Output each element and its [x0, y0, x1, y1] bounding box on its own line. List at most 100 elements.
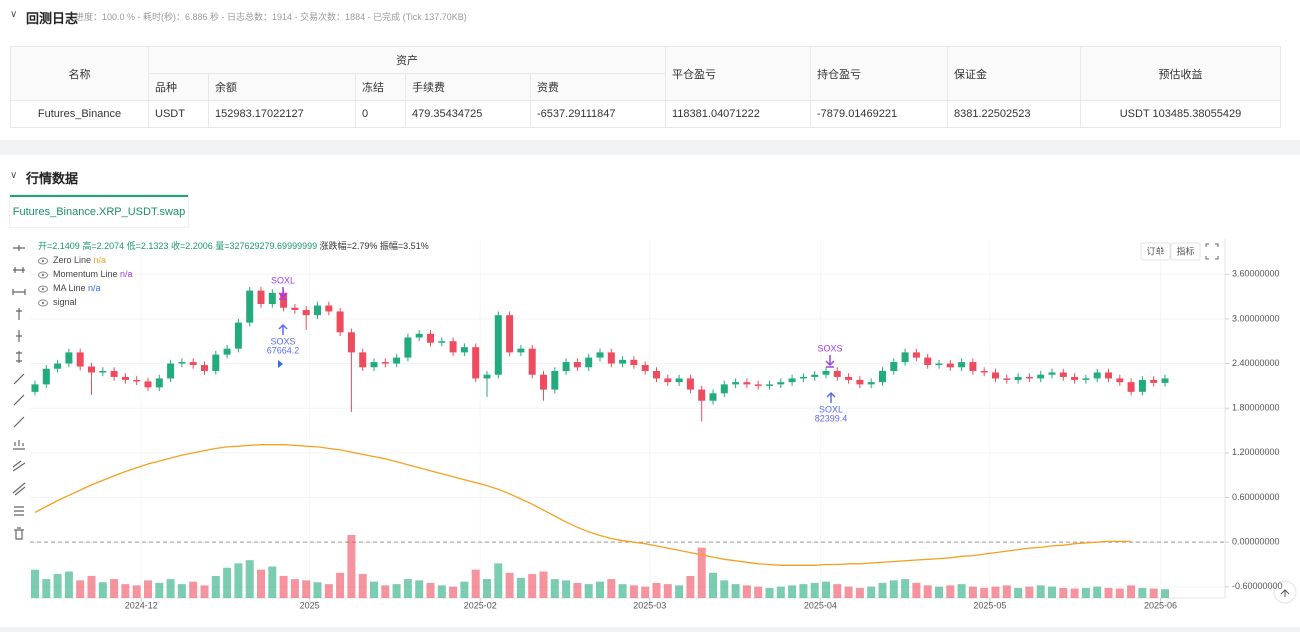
candle-body: [1025, 376, 1033, 379]
tool-icon[interactable]: [14, 527, 24, 540]
candle-body: [777, 382, 785, 385]
volume-bar: [675, 585, 684, 598]
candle-body: [212, 354, 220, 371]
legend-eye[interactable]: [38, 299, 48, 307]
candle-body: [845, 376, 853, 380]
volume-bar: [64, 571, 73, 598]
volume-bar: [76, 580, 85, 598]
volume-bar: [889, 580, 898, 598]
candle-body: [596, 352, 604, 358]
status-text: 进度：100.0 % - 耗时(秒)：6.886 秒 - 日志总数：1914 -…: [75, 12, 467, 22]
button-label[interactable]: 指标: [1176, 245, 1194, 256]
volume-bar: [1149, 588, 1158, 598]
collapse-icon[interactable]: ∨: [10, 9, 18, 20]
candle-body: [788, 378, 796, 383]
volume-bar: [1070, 588, 1079, 598]
tool-icon[interactable]: [12, 482, 26, 496]
tool-icon[interactable]: [16, 308, 22, 320]
td: -6537.29111847: [530, 100, 666, 128]
tool-icon[interactable]: [12, 289, 26, 295]
volume-bar: [946, 585, 955, 598]
candle-body: [924, 357, 932, 366]
backtest-section: ∨ 回测日志 进度：100.0 % - 耗时(秒)：6.886 秒 - 日志总数…: [0, 0, 1300, 140]
legend-status: n/a: [88, 283, 101, 293]
tool-icon[interactable]: [13, 267, 25, 273]
tool-icon[interactable]: [16, 351, 22, 363]
candle-body: [958, 362, 966, 368]
button-frame[interactable]: [1170, 242, 1201, 261]
td: 152983.17022127: [208, 100, 356, 128]
volume-bar: [1115, 588, 1124, 598]
td: -7879.01469221: [810, 100, 948, 128]
volume-bar: [799, 584, 808, 598]
tool-icon[interactable]: [13, 373, 25, 385]
candle-body: [562, 362, 570, 371]
volume-bar: [720, 580, 729, 598]
volume-bar: [483, 579, 491, 598]
th: 名称: [10, 46, 149, 101]
tool-icon[interactable]: [13, 245, 25, 251]
legend-eye[interactable]: [38, 285, 48, 293]
y-tick-label: 0.00000000: [1232, 537, 1280, 547]
legend-entry: signal: [53, 297, 77, 307]
tool-icon[interactable]: [13, 416, 25, 428]
expand-icon[interactable]: [1205, 243, 1219, 260]
signal-label: SOXS: [270, 336, 295, 346]
tool-icon[interactable]: [13, 440, 25, 450]
volume-bar: [200, 585, 209, 598]
volume-bar: [110, 579, 119, 598]
volume-bar: [1025, 586, 1034, 598]
volume-bar: [98, 582, 107, 598]
volume-bar: [177, 584, 186, 598]
candle-body: [336, 311, 344, 333]
tool-icon[interactable]: [13, 394, 25, 406]
volume-bar: [1127, 585, 1136, 598]
th: 持仓盈亏: [810, 46, 948, 101]
th: 平仓盈亏: [665, 46, 811, 101]
candle-body: [1105, 372, 1112, 379]
candle-body: [1093, 372, 1101, 379]
asset-table: 名称 资产 平仓盈亏 持仓盈亏 保证金 预估收益 品种 余额 冻结 手续费 资费…: [10, 46, 1281, 128]
candle-body: [856, 379, 864, 385]
candle-body: [472, 347, 480, 379]
button-label[interactable]: 订单: [1146, 245, 1164, 256]
candle-body: [811, 374, 819, 377]
volume-bar: [505, 572, 514, 598]
candle-body: [268, 292, 276, 305]
button-frame[interactable]: [1140, 242, 1171, 261]
td: 8381.22502523: [947, 100, 1081, 128]
volume-bar: [516, 577, 525, 598]
ohlc-item: 涨跌幅=2.79%: [320, 240, 378, 251]
signal-amount: 82399.4: [815, 413, 848, 423]
collapse-icon[interactable]: ∨: [10, 170, 18, 181]
volume-bar: [573, 582, 582, 598]
volume-bar: [121, 584, 130, 598]
candle-body: [449, 341, 457, 353]
candle-body: [754, 384, 762, 386]
candle-body: [766, 384, 773, 386]
tool-icon[interactable]: [14, 506, 24, 516]
volume-bar: [731, 584, 740, 598]
candle-body: [381, 362, 389, 364]
volume-bar: [381, 585, 390, 598]
candle-body: [325, 305, 333, 312]
tool-icon[interactable]: [16, 330, 22, 342]
ohlc-item: 低=2.1323: [127, 240, 169, 251]
candle-body: [901, 352, 909, 363]
candle-body: [302, 309, 310, 316]
candle-body: [799, 376, 807, 379]
volume-bar: [189, 581, 198, 598]
legend-eye[interactable]: [38, 257, 48, 265]
volume-bar: [234, 563, 243, 598]
candle-body: [76, 352, 84, 367]
volume-bar: [697, 547, 706, 598]
td: USDT 103485.38055429: [1080, 100, 1281, 128]
tool-icon[interactable]: [12, 460, 26, 472]
volume-bar: [1093, 586, 1102, 598]
legend-eye[interactable]: [38, 271, 48, 279]
x-tick-label: 2025: [300, 600, 320, 610]
candle-body: [1003, 378, 1011, 380]
symbol-tab[interactable]: Futures_Binance.XRP_USDT.swap: [10, 195, 188, 227]
candle-body: [879, 370, 886, 383]
